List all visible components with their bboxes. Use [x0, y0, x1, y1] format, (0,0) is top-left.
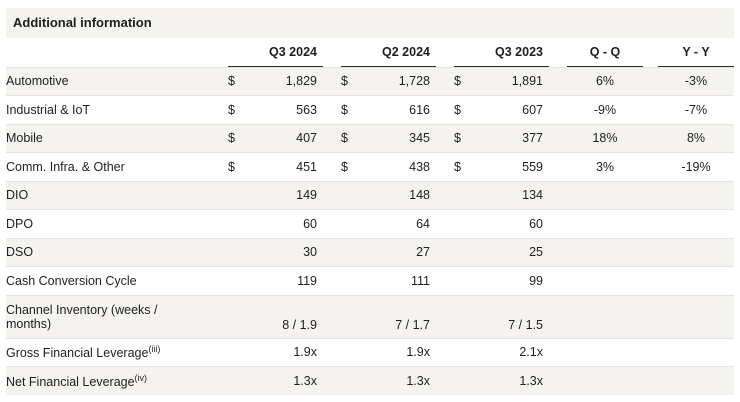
currency-symbol: $ [341, 123, 355, 153]
row-label: DSO [6, 237, 228, 267]
value-q3-2024: 1.9x [242, 337, 323, 367]
column-header-q3-2023: Q3 2023 [454, 38, 549, 67]
value-q3-2024: 407 [242, 123, 323, 153]
value-qq: 18% [567, 123, 643, 153]
row-label: Net Financial Leverage(iv) [6, 366, 228, 395]
table-row: DPO 60 64 60 [6, 209, 734, 238]
currency-symbol: $ [454, 95, 468, 124]
value-qq: 3% [567, 152, 643, 181]
currency-symbol: $ [228, 95, 242, 124]
section-title: Additional information [13, 15, 152, 30]
currency-symbol: $ [341, 152, 355, 181]
value-q3-2024: 1.3x [242, 366, 323, 395]
section-header: Additional information [6, 8, 734, 38]
value-q2-2024: 111 [355, 266, 436, 295]
table-row: Net Financial Leverage(iv) 1.3x 1.3x 1.3… [6, 366, 734, 395]
row-label: Industrial & IoT [6, 95, 228, 124]
value-qq: 6% [567, 66, 643, 96]
value-q2-2024: 1,728 [355, 66, 436, 96]
table-row: Automotive $ 1,829 $ 1,728 $ 1,891 6% -3… [6, 66, 734, 96]
row-label: DIO [6, 180, 228, 210]
value-q3-2024: 451 [242, 152, 323, 181]
table-header-row: Q3 2024 Q2 2024 Q3 2023 Q - Q [6, 38, 734, 67]
value-q3-2023: 60 [468, 209, 549, 238]
table-row: Gross Financial Leverage(iii) 1.9x 1.9x … [6, 337, 734, 367]
value-q2-2024: 7 / 1.7 [355, 294, 436, 338]
row-label: Automotive [6, 66, 228, 96]
value-q3-2024: 60 [242, 209, 323, 238]
additional-info-table: Q3 2024 Q2 2024 Q3 2023 Q - Q [6, 38, 734, 395]
currency-symbol: $ [454, 66, 468, 96]
table-row: DSO 30 27 25 [6, 237, 734, 267]
column-header-q2-2024: Q2 2024 [341, 38, 436, 67]
value-q2-2024: 616 [355, 95, 436, 124]
row-label: Cash Conversion Cycle [6, 266, 228, 295]
row-label: Comm. Infra. & Other [6, 152, 228, 181]
footnote-marker: (iv) [134, 373, 148, 383]
currency-symbol: $ [228, 123, 242, 153]
row-label: DPO [6, 209, 228, 238]
value-q3-2023: 377 [468, 123, 549, 153]
value-q3-2024: 8 / 1.9 [242, 294, 323, 338]
table-row: Channel Inventory (weeks / months) 8 / 1… [6, 294, 734, 338]
value-q3-2023: 7 / 1.5 [468, 294, 549, 338]
value-yy: -3% [658, 66, 734, 96]
table-row: Comm. Infra. & Other $ 451 $ 438 $ 559 3… [6, 152, 734, 181]
value-q3-2023: 559 [468, 152, 549, 181]
value-qq: -9% [567, 95, 643, 124]
value-q3-2024: 149 [242, 180, 323, 210]
value-q3-2023: 1,891 [468, 66, 549, 96]
value-q2-2024: 345 [355, 123, 436, 153]
value-q3-2023: 2.1x [468, 337, 549, 367]
value-q3-2023: 1.3x [468, 366, 549, 395]
column-header-q3-2024: Q3 2024 [228, 38, 323, 67]
value-q2-2024: 1.3x [355, 366, 436, 395]
currency-symbol: $ [228, 152, 242, 181]
value-q3-2024: 119 [242, 266, 323, 295]
column-header-yy: Y - Y [658, 38, 734, 67]
value-q3-2023: 607 [468, 95, 549, 124]
value-q3-2023: 25 [468, 237, 549, 267]
value-q3-2024: 563 [242, 95, 323, 124]
table-row: Cash Conversion Cycle 119 111 99 [6, 266, 734, 295]
currency-symbol: $ [341, 66, 355, 96]
footnote-marker: (iii) [148, 344, 161, 355]
table-row: Mobile $ 407 $ 345 $ 377 18% 8% [6, 123, 734, 153]
currency-symbol: $ [454, 123, 468, 153]
currency-symbol: $ [454, 152, 468, 181]
value-q2-2024: 1.9x [355, 337, 436, 367]
table-row: Industrial & IoT $ 563 $ 616 $ 607 -9% -… [6, 95, 734, 124]
value-q3-2024: 1,829 [242, 66, 323, 96]
value-yy: -7% [658, 95, 734, 124]
value-q3-2024: 30 [242, 237, 323, 267]
value-q2-2024: 64 [355, 209, 436, 238]
currency-symbol: $ [341, 95, 355, 124]
row-label: Channel Inventory (weeks / months) [6, 294, 228, 338]
table-row: DIO 149 148 134 [6, 180, 734, 210]
value-yy: -19% [658, 152, 734, 181]
value-q2-2024: 438 [355, 152, 436, 181]
value-q3-2023: 134 [468, 180, 549, 210]
currency-symbol: $ [228, 66, 242, 96]
value-yy: 8% [658, 123, 734, 153]
value-q2-2024: 27 [355, 237, 436, 267]
column-header-qq: Q - Q [567, 38, 643, 67]
value-q2-2024: 148 [355, 180, 436, 210]
value-q3-2023: 99 [468, 266, 549, 295]
row-label: Gross Financial Leverage(iii) [6, 337, 228, 367]
row-label: Mobile [6, 123, 228, 153]
